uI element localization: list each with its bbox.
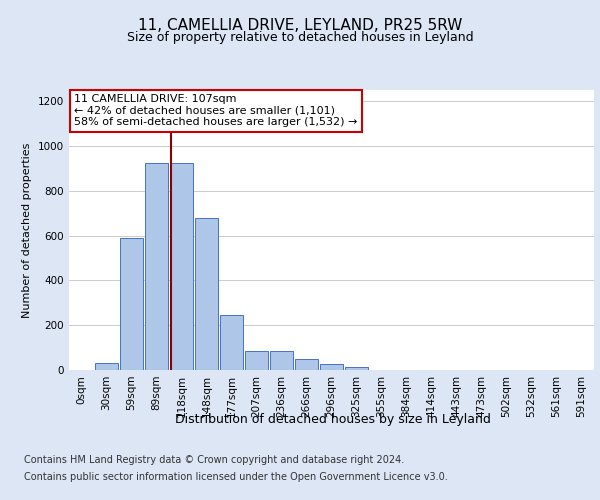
Bar <box>269 351 293 370</box>
Bar <box>320 364 343 370</box>
Bar <box>245 351 268 370</box>
Bar <box>295 359 319 370</box>
Bar <box>119 238 143 370</box>
Bar <box>194 218 218 370</box>
Bar <box>344 366 368 370</box>
Bar <box>220 315 244 370</box>
Text: Contains HM Land Registry data © Crown copyright and database right 2024.: Contains HM Land Registry data © Crown c… <box>24 455 404 465</box>
Text: Contains public sector information licensed under the Open Government Licence v3: Contains public sector information licen… <box>24 472 448 482</box>
Text: Distribution of detached houses by size in Leyland: Distribution of detached houses by size … <box>175 412 491 426</box>
Text: Size of property relative to detached houses in Leyland: Size of property relative to detached ho… <box>127 31 473 44</box>
Bar <box>170 163 193 370</box>
Bar <box>95 364 118 370</box>
Bar <box>145 163 169 370</box>
Y-axis label: Number of detached properties: Number of detached properties <box>22 142 32 318</box>
Text: 11 CAMELLIA DRIVE: 107sqm
← 42% of detached houses are smaller (1,101)
58% of se: 11 CAMELLIA DRIVE: 107sqm ← 42% of detac… <box>74 94 358 128</box>
Text: 11, CAMELLIA DRIVE, LEYLAND, PR25 5RW: 11, CAMELLIA DRIVE, LEYLAND, PR25 5RW <box>138 18 462 32</box>
